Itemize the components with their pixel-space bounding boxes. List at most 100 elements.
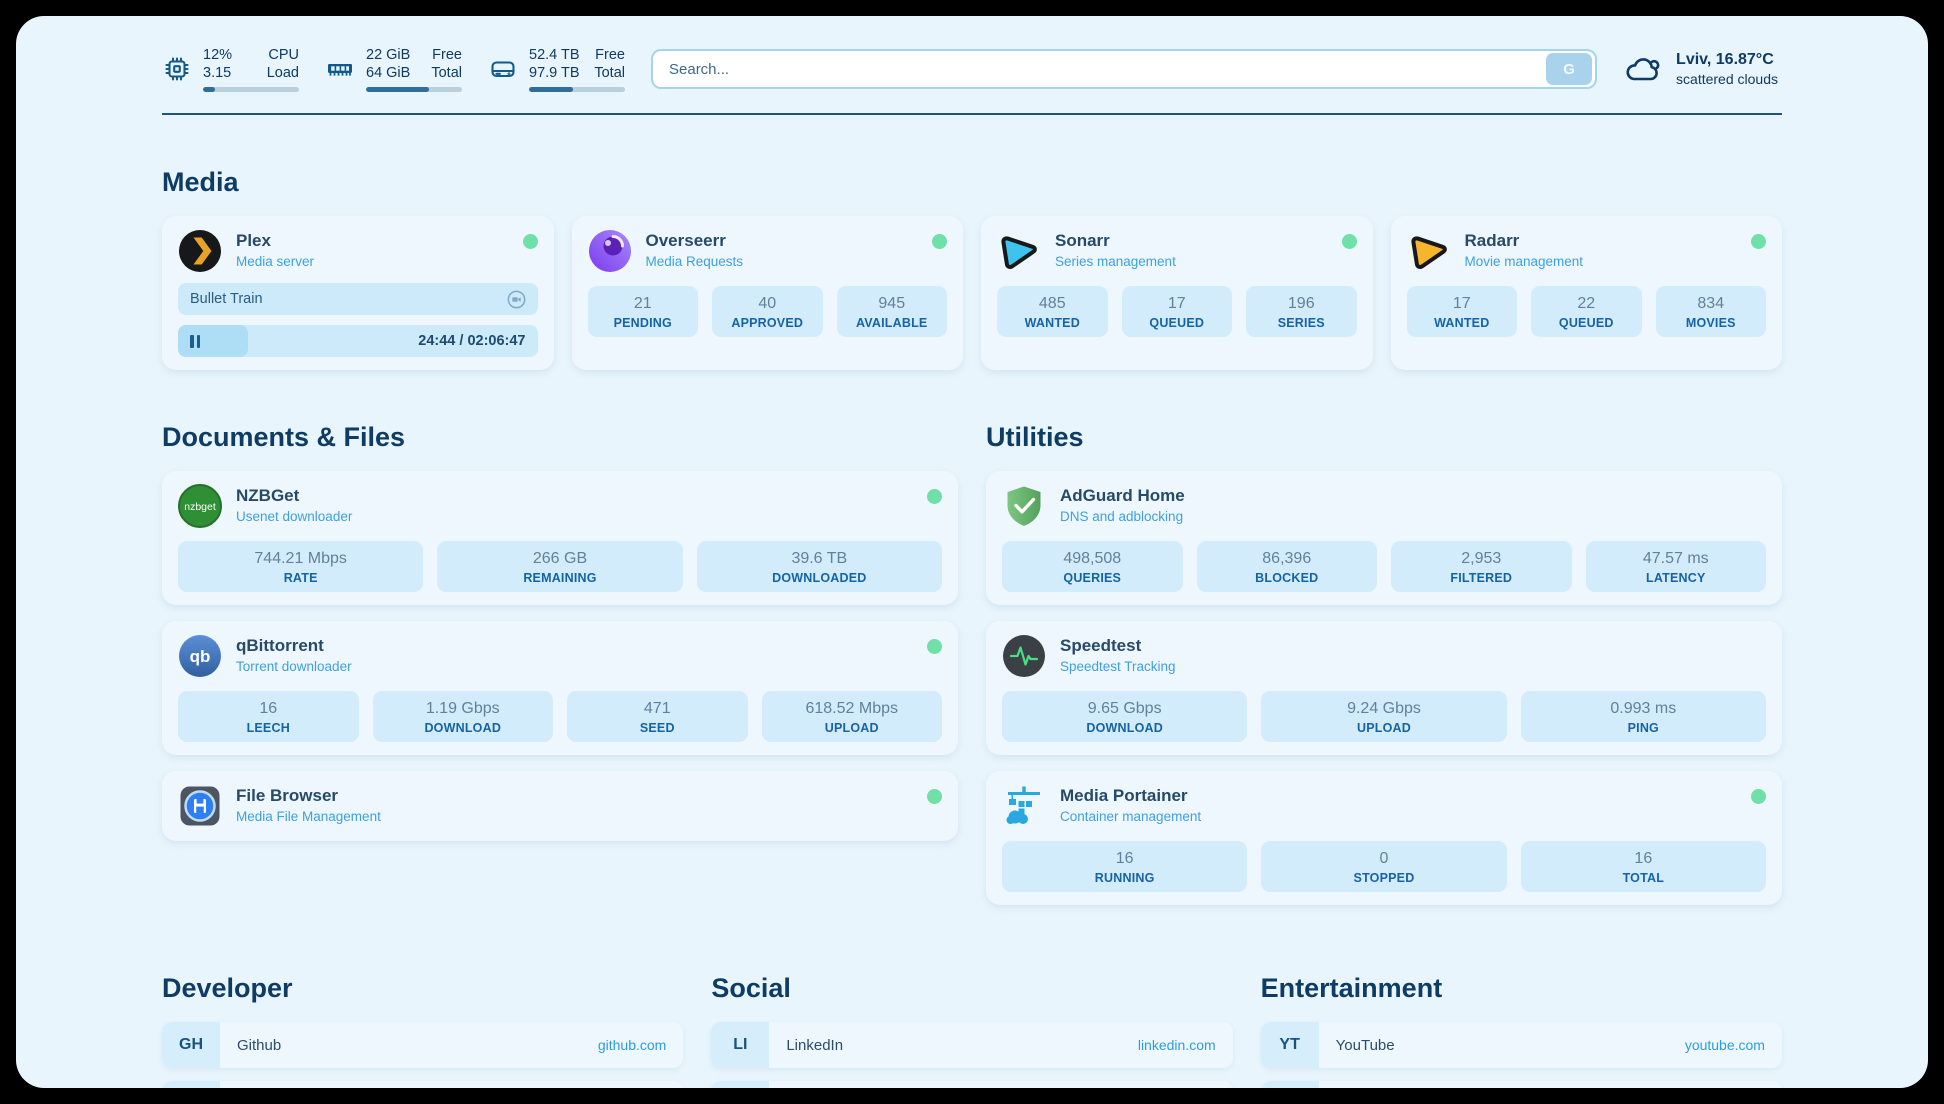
search-engine-button[interactable]: G: [1546, 53, 1593, 85]
section-title-developer: Developer: [162, 973, 293, 1003]
app-card-adguard[interactable]: AdGuard Home DNS and adblocking 498,508 …: [986, 471, 1782, 605]
section-title-utilities: Utilities: [986, 422, 1084, 452]
app-name: Media Portainer: [1060, 786, 1188, 805]
qbittorrent-icon: qb: [179, 635, 221, 677]
adguard-icon: [1007, 486, 1041, 526]
section-title-entertainment: Entertainment: [1260, 973, 1443, 1003]
utilities-column: Utilities AdGuard Home DNS and adblockin…: [986, 370, 1782, 921]
top-bar: 12% 3.15 CPU Load: [162, 38, 1782, 100]
cloud-icon: [1626, 58, 1660, 81]
status-dot-online: [1341, 234, 1357, 249]
app-desc: Series management: [1055, 254, 1176, 269]
disk-total-label: Total: [594, 65, 625, 81]
ram-total-value: 64 GiB: [366, 65, 411, 81]
app-name: File Browser: [236, 786, 339, 805]
app-desc: Movie management: [1464, 254, 1584, 269]
plex-player-progress-row: 24:44 / 02:06:47: [178, 325, 538, 357]
bookmark-linkedin[interactable]: LI LinkedIn linkedin.com: [711, 1022, 1233, 1068]
stat-upload: 618.52 Mbps UPLOAD: [761, 691, 942, 742]
bookmark-abbr: NF: [1260, 1081, 1319, 1088]
stat-approved: 40 APPROVED: [712, 286, 823, 337]
stat-stopped: 0 STOPPED: [1261, 841, 1507, 892]
stat-downloaded: 39.6 TB DOWNLOADED: [696, 541, 942, 592]
section-title-media: Media: [162, 167, 239, 197]
app-desc: Torrent downloader: [236, 659, 352, 674]
ram-free-label: Free: [432, 47, 462, 63]
filebrowser-icon: [180, 786, 220, 826]
plex-icon: [179, 230, 221, 272]
disk-free-value: 52.4 TB: [529, 47, 580, 63]
bookmark-netflix[interactable]: NF Netflix netflix.com: [1260, 1081, 1782, 1088]
status-dot-online: [1751, 789, 1766, 804]
stat-ping: 0.993 ms PING: [1520, 691, 1766, 742]
app-desc: Media Requests: [645, 254, 744, 269]
movie-camera-icon: [507, 290, 526, 309]
app-card-plex[interactable]: Plex Media server Bullet Train: [162, 216, 554, 370]
bookmark-url[interactable]: linkedin.com: [1137, 1037, 1216, 1053]
bookmark-youtube[interactable]: YT YouTube youtube.com: [1260, 1022, 1782, 1068]
bookmark-label: Github: [237, 1036, 282, 1054]
status-dot-online: [1751, 234, 1766, 249]
bookmark-abbr: GH: [162, 1022, 220, 1068]
cpu-usage-label: CPU: [268, 47, 299, 63]
cpu-load-label: Load: [266, 65, 299, 81]
app-card-nzbget[interactable]: nzbget NZBGet Usenet downloader 744.21 M…: [162, 471, 958, 605]
app-name: Sonarr: [1055, 231, 1110, 250]
now-playing-title: Bullet Train: [190, 291, 263, 307]
stat-filtered: 2,953 FILTERED: [1391, 541, 1572, 592]
app-card-qbittorrent[interactable]: qb qBittorrent Torrent downloader 16 LEE…: [162, 621, 958, 755]
stat-running: 16 RUNNING: [1002, 841, 1248, 892]
stat-upload: 9.24 Gbps UPLOAD: [1261, 691, 1507, 742]
status-dot-online: [927, 489, 942, 504]
bookmark-twitter[interactable]: TW Twitter twitter.com: [711, 1081, 1233, 1088]
bookmark-abbr: SO: [162, 1081, 220, 1088]
dashboard-page: 12% 3.15 CPU Load: [16, 16, 1928, 1088]
svg-text:nzbget: nzbget: [184, 501, 216, 513]
app-card-portainer[interactable]: Media Portainer Container management 16 …: [986, 771, 1782, 905]
bookmark-url[interactable]: youtube.com: [1684, 1037, 1765, 1053]
stat-latency: 47.57 ms LATENCY: [1585, 541, 1766, 592]
ram-icon: [328, 64, 352, 76]
cpu-usage-value: 12%: [203, 47, 233, 63]
app-card-overseerr[interactable]: Overseerr Media Requests 21 PENDING 40 A…: [571, 216, 963, 370]
section-title-documents: Documents & Files: [162, 422, 406, 452]
app-desc: Container management: [1060, 809, 1202, 824]
ram-free-value: 22 GiB: [366, 47, 411, 63]
bookmark-stackoverflow[interactable]: SO StackOverflow stackoverflow.com: [162, 1081, 684, 1088]
ram-total-label: Total: [431, 65, 462, 81]
entertainment-column: Entertainment YT YouTube youtube.com NF …: [1260, 921, 1782, 1088]
search-bar: G: [651, 49, 1598, 89]
app-card-radarr[interactable]: Radarr Movie management 17 WANTED 22 QUE…: [1390, 216, 1782, 370]
disk-stat: 52.4 TB 97.9 TB Free Total: [488, 46, 625, 92]
pause-button[interactable]: [190, 334, 200, 348]
memory-stat: 22 GiB 64 GiB Free Total: [325, 46, 462, 92]
bookmark-abbr: LI: [711, 1022, 770, 1068]
app-card-filebrowser[interactable]: File Browser Media File Management: [162, 771, 958, 841]
app-name: Overseerr: [645, 231, 726, 250]
disk-free-label: Free: [595, 47, 625, 63]
cpu-stat: 12% 3.15 CPU Load: [162, 46, 299, 92]
app-desc: Media server: [236, 254, 315, 269]
header-divider: [162, 113, 1782, 115]
overseerr-icon: [588, 230, 631, 272]
bookmark-url[interactable]: github.com: [597, 1037, 667, 1053]
documents-column: Documents & Files nzbget NZBGet Usenet d…: [162, 370, 958, 857]
search-input[interactable]: [667, 59, 1547, 79]
stat-movies: 834 MOVIES: [1655, 286, 1766, 337]
bookmark-github[interactable]: GH Github github.com: [162, 1022, 684, 1068]
stat-wanted: 17 WANTED: [1406, 286, 1517, 337]
stat-queued: 17 QUEUED: [1121, 286, 1232, 337]
app-card-speedtest[interactable]: Speedtest Speedtest Tracking 9.65 Gbps D…: [986, 621, 1782, 755]
stat-download: 9.65 Gbps DOWNLOAD: [1002, 691, 1248, 742]
bookmark-label: LinkedIn: [786, 1036, 844, 1054]
status-dot-online: [927, 639, 942, 654]
social-column: Social LI LinkedIn linkedin.com TW Twitt…: [711, 921, 1233, 1088]
section-title-social: Social: [711, 973, 791, 1003]
cpu-progress-bar: [203, 87, 299, 92]
stat-blocked: 86,396 BLOCKED: [1196, 541, 1377, 592]
weather-location-temp: Lviv, 16.87°C: [1676, 51, 1774, 68]
app-card-sonarr[interactable]: Sonarr Series management 485 WANTED 17 Q…: [981, 216, 1373, 370]
radarr-icon: [1410, 236, 1447, 270]
stat-download: 1.19 Gbps DOWNLOAD: [372, 691, 553, 742]
plex-now-playing-row: Bullet Train: [178, 283, 538, 315]
